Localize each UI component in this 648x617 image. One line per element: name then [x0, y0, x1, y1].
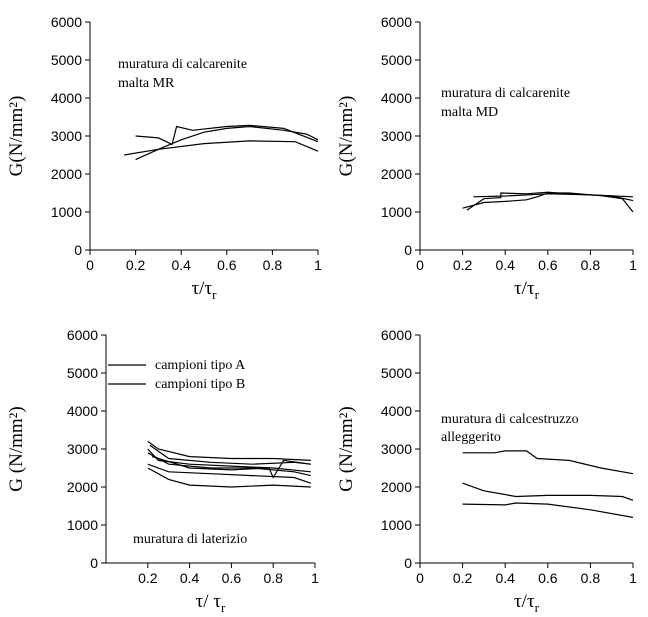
x-axis-label-main: τ/τ [514, 278, 535, 299]
x-tick-label: 0.2 [138, 570, 158, 586]
x-tick-label: 0.8 [581, 570, 601, 586]
annotation: malta MD [441, 105, 498, 120]
y-tick-label: 1000 [381, 517, 412, 533]
y-tick-label: 3000 [381, 441, 412, 457]
y-tick-label: 5000 [51, 52, 82, 68]
y-tick-label: 5000 [67, 365, 98, 381]
y-tick-label: 3000 [381, 128, 412, 144]
annotation: malta MR [118, 76, 175, 91]
data-line [462, 192, 634, 213]
x-tick-label: 0.2 [126, 257, 146, 273]
x-tick-label: 0.2 [453, 257, 473, 273]
annotation: muratura di laterizio [133, 532, 247, 547]
y-tick-label: 0 [90, 555, 98, 571]
x-tick-label: 0.2 [453, 570, 473, 586]
data-line [135, 124, 319, 146]
y-tick-label: 2000 [381, 479, 412, 495]
data-line [124, 140, 319, 156]
x-axis-label-main: τ/τ [514, 591, 535, 612]
data-line [462, 482, 634, 501]
y-tick-label: 6000 [381, 14, 412, 30]
data-line [462, 502, 634, 518]
x-axis-label: τ/τr [514, 591, 540, 615]
y-tick-label: 5000 [381, 52, 412, 68]
x-axis-label-sub: r [212, 287, 217, 302]
x-tick-label: 0.6 [538, 570, 558, 586]
annotation: alleggerito [441, 430, 501, 445]
y-tick-label: 0 [404, 242, 412, 258]
y-tick-label: 4000 [381, 90, 412, 106]
x-axis-label: τ/τr [514, 278, 540, 302]
legend-label: campioni tipo A [155, 358, 246, 373]
y-tick-label: 1000 [67, 517, 98, 533]
y-tick-label: 2000 [51, 166, 82, 182]
x-tick-label: 0.4 [495, 257, 515, 273]
x-tick-label: 0 [86, 257, 94, 273]
data-line [135, 125, 319, 161]
x-tick-label: 0.8 [263, 570, 283, 586]
data-line [466, 191, 634, 211]
data-line [147, 440, 311, 461]
y-axis-label: G (N/mm²) [336, 406, 357, 491]
panel: 0 1000 2000 3000 4000 5000 6000 0.2 0.4 0.6 0.8 1 τ/… [6, 327, 319, 615]
x-axis-label-sub: r [221, 600, 226, 615]
annotation: muratura di calcarenite [118, 57, 247, 72]
x-tick-label: 1 [311, 570, 319, 586]
data-line [147, 463, 311, 484]
x-tick-label: 0.4 [495, 570, 515, 586]
y-axis-label: G (N/mm²) [6, 406, 27, 491]
y-tick-label: 1000 [381, 204, 412, 220]
x-tick-label: 0.4 [171, 257, 191, 273]
annotation: muratura di calcarenite [441, 86, 570, 101]
y-tick-label: 2000 [67, 479, 98, 495]
y-tick-label: 4000 [51, 90, 82, 106]
y-tick-label: 3000 [67, 441, 98, 457]
y-tick-label: 6000 [67, 327, 98, 343]
data-line [151, 456, 311, 479]
x-axis-label-main: τ/τ [192, 278, 213, 299]
x-tick-label: 1 [314, 257, 322, 273]
x-tick-label: 0.6 [222, 570, 242, 586]
y-tick-label: 4000 [381, 403, 412, 419]
x-tick-label: 0 [416, 257, 424, 273]
y-tick-label: 6000 [381, 327, 412, 343]
x-axis-label: τ/τr [192, 278, 218, 302]
x-tick-label: 0.6 [217, 257, 237, 273]
x-axis-label: τ/ τr [196, 591, 226, 615]
data-line [147, 452, 311, 477]
x-axis-label-sub: r [535, 287, 540, 302]
y-tick-label: 0 [74, 242, 82, 258]
x-tick-label: 0 [416, 570, 424, 586]
y-tick-label: 1000 [51, 204, 82, 220]
x-tick-label: 1 [629, 570, 637, 586]
panel: 0 1000 2000 3000 4000 5000 6000 0 0.2 0.4 0.6 0.8 1 τ… [336, 14, 637, 302]
y-tick-label: 4000 [67, 403, 98, 419]
y-tick-label: 0 [404, 555, 412, 571]
data-line [147, 467, 311, 488]
x-tick-label: 0.4 [180, 570, 200, 586]
annotation: muratura di calcestruzzo [441, 412, 579, 427]
x-axis-label-main: τ/ τ [196, 591, 222, 612]
legend-label: campioni tipo B [155, 377, 245, 392]
y-tick-label: 5000 [381, 365, 412, 381]
x-axis-label-sub: r [535, 600, 540, 615]
data-line [462, 450, 634, 475]
y-tick-label: 2000 [381, 166, 412, 182]
y-tick-label: 3000 [51, 128, 82, 144]
y-axis-label: G(N/mm²) [336, 96, 357, 177]
panel: 0 1000 2000 3000 4000 5000 6000 0 0.2 0.4 0.6 0.8 1 τ… [6, 14, 322, 302]
panel: 0 1000 2000 3000 4000 5000 6000 0 0.2 0.4 0.6 0.8 1 τ… [336, 327, 637, 615]
y-tick-label: 6000 [51, 14, 82, 30]
data-line [473, 193, 634, 198]
x-tick-label: 0.6 [538, 257, 558, 273]
x-tick-label: 0.8 [581, 257, 601, 273]
y-axis-label: G(N/mm²) [6, 96, 27, 177]
x-tick-label: 1 [629, 257, 637, 273]
x-tick-label: 0.8 [263, 257, 283, 273]
